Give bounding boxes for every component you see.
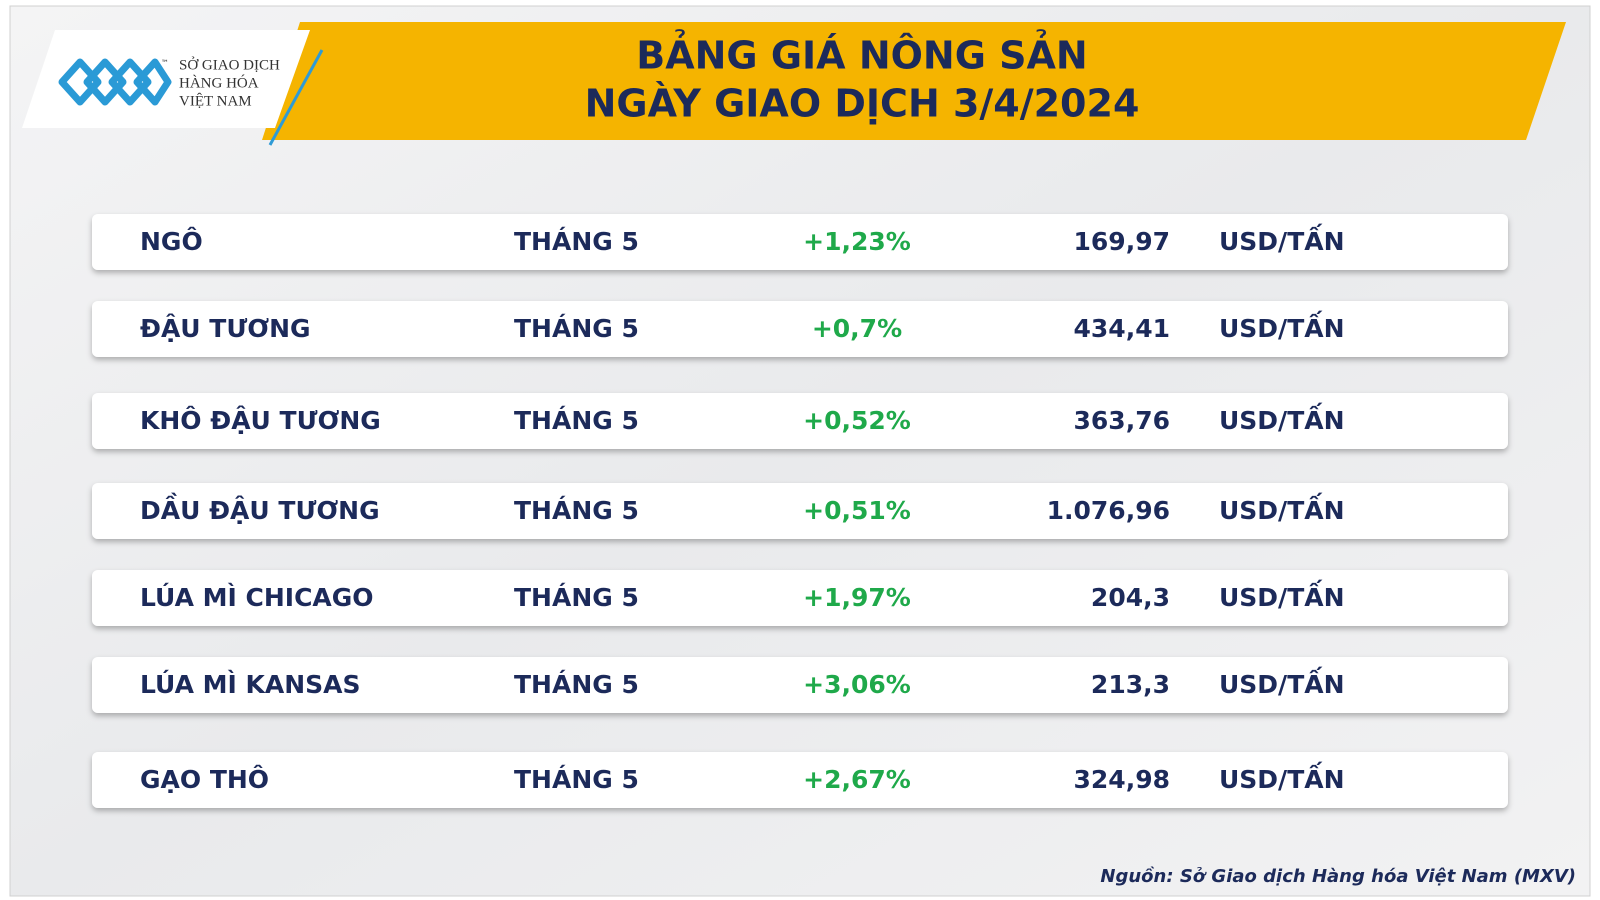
price: 169,97 (1074, 227, 1170, 256)
contract-month: THÁNG 5 (514, 670, 639, 699)
change: +0,7% (812, 314, 902, 343)
price: 434,41 (1074, 314, 1170, 343)
change: +2,67% (803, 765, 911, 794)
logo-trademark: ™ (161, 59, 169, 68)
logo-icon (58, 58, 172, 106)
price: 204,3 (1091, 583, 1170, 612)
table-row (92, 301, 1508, 357)
commodity: LÚA MÌ CHICAGO (140, 582, 374, 612)
change: +3,06% (803, 670, 911, 699)
unit: USD/TẤN (1219, 761, 1345, 794)
accent-line (268, 49, 324, 146)
price: 213,3 (1091, 670, 1170, 699)
price: 363,76 (1074, 406, 1170, 435)
contract-month: THÁNG 5 (514, 765, 639, 794)
unit: USD/TẤN (1219, 579, 1345, 612)
contract-month: THÁNG 5 (514, 583, 639, 612)
contract-month: THÁNG 5 (514, 406, 639, 435)
commodity: NGÔ (140, 226, 203, 256)
logo-text: HÀNG HÓA (179, 74, 259, 91)
title: BẢNG GIÁ NÔNG SẢN (636, 30, 1087, 78)
table-row (92, 214, 1508, 270)
unit: USD/TẤN (1219, 310, 1345, 343)
table-row (92, 752, 1508, 808)
price: 1.076,96 (1047, 496, 1170, 525)
change: +1,97% (803, 583, 911, 612)
contract-month: THÁNG 5 (514, 496, 639, 525)
unit: USD/TẤN (1219, 666, 1345, 699)
unit: USD/TẤN (1219, 402, 1345, 435)
logo-text: SỞ GIAO DỊCH (179, 56, 280, 73)
title: NGÀY GIAO DỊCH 3/4/2024 (585, 82, 1140, 126)
price: 324,98 (1074, 765, 1170, 794)
commodity: GẠO THÔ (140, 764, 269, 794)
contract-month: THÁNG 5 (514, 314, 639, 343)
title-banner (262, 22, 1566, 140)
commodity: LÚA MÌ KANSAS (140, 669, 361, 699)
table-row (92, 393, 1508, 449)
source-note: Nguồn: Sở Giao dịch Hàng hóa Việt Nam (M… (1100, 866, 1576, 887)
unit: USD/TẤN (1219, 223, 1345, 256)
table-row (92, 483, 1508, 539)
contract-month: THÁNG 5 (514, 227, 639, 256)
commodity: KHÔ ĐẬU TƯƠNG (140, 405, 381, 435)
unit: USD/TẤN (1219, 492, 1345, 525)
panel (9, 5, 1591, 897)
commodity: ĐẬU TƯƠNG (140, 313, 311, 343)
change: +0,51% (803, 496, 911, 525)
table-row (92, 570, 1508, 626)
commodity: DẦU ĐẬU TƯƠNG (140, 492, 380, 525)
change: +0,52% (803, 406, 911, 435)
logo-text: VIỆT NAM (179, 92, 252, 109)
table: NGÔ THÁNG 5 +1,23% 169,97 USD/TẤN ĐẬU TƯƠNG TH… (92, 214, 1508, 808)
table-row (92, 657, 1508, 713)
change: +1,23% (803, 227, 911, 256)
